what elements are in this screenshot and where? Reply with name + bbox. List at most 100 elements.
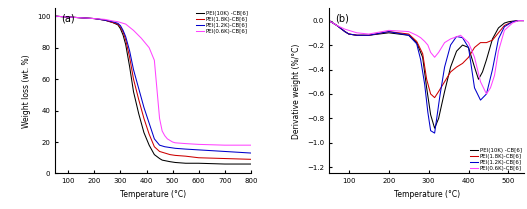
PEI(1.8K)-CB[6] xyxy=(65,16,72,18)
PEI(1.2K)-CB[6] xyxy=(447,44,454,46)
PEI(0.6K)-CB[6] xyxy=(417,36,424,39)
PEI(10K) -CB[6] xyxy=(346,33,352,35)
PEI(1.8K)-CB[6] xyxy=(442,80,448,83)
PEI(0.6K)-CB[6] xyxy=(435,51,442,54)
PEI(1.8K)-CB[6] xyxy=(515,19,522,22)
PEI(0.6K)-CB[6] xyxy=(495,50,502,52)
PEI(1.2K)-CB[6] xyxy=(477,99,484,101)
PEI(1.8K)-CB[6] xyxy=(419,52,426,55)
PEI(0.6K)-CB[6] xyxy=(78,17,84,19)
PEI(1.8K)-CB[6] xyxy=(366,34,372,37)
Text: (a): (a) xyxy=(61,13,75,23)
PEI(1.8K)-CB[6] xyxy=(354,34,360,37)
PEI(1.2K)-CB[6] xyxy=(65,16,72,18)
PEI(0.6K)-CB[6] xyxy=(169,141,175,143)
PEI(10K) -CB[6] xyxy=(91,17,97,20)
PEI(1.8K)-CB[6] xyxy=(427,93,434,95)
PEI(1.8K)-CB[6] xyxy=(424,78,430,80)
PEI(10K) -CB[6] xyxy=(102,19,108,21)
PEI(10K) -CB[6] xyxy=(424,87,430,89)
PEI(1.8K)-CB[6] xyxy=(172,154,178,157)
PEI(1.8K)-CB[6] xyxy=(465,56,472,59)
PEI(0.6K)-CB[6] xyxy=(120,22,126,24)
PEI(10K) -CB[6] xyxy=(480,71,486,73)
PEI(10K) -CB[6] xyxy=(435,117,442,120)
PEI(0.6K)-CB[6] xyxy=(354,32,360,34)
PEI(0.6K)-CB[6] xyxy=(477,80,484,83)
PEI(0.6K)-CB[6] xyxy=(326,19,332,22)
PEI(10K) -CB[6] xyxy=(442,90,448,93)
PEI(10K) -CB[6] xyxy=(515,19,522,22)
PEI(1.8K)-CB[6] xyxy=(196,157,202,159)
PEI(1.8K)-CB[6] xyxy=(78,17,84,19)
PEI(0.6K)-CB[6] xyxy=(483,93,490,95)
PEI(1.2K)-CB[6] xyxy=(495,38,502,40)
X-axis label: Temperature (°C): Temperature (°C) xyxy=(120,190,186,199)
PEI(1.2K)-CB[6] xyxy=(130,68,136,71)
PEI(1.2K)-CB[6] xyxy=(386,30,392,33)
PEI(1.2K)-CB[6] xyxy=(126,50,133,52)
Legend: PEI(10K) -CB[6], PEI(1.8K)-CB[6], PEI(1.2K)-CB[6], PEI(0.6K)-CB[6]: PEI(10K) -CB[6], PEI(1.8K)-CB[6], PEI(1.… xyxy=(470,148,522,171)
PEI(1.2K)-CB[6] xyxy=(465,46,472,49)
PEI(1.2K)-CB[6] xyxy=(78,17,84,19)
PEI(0.6K)-CB[6] xyxy=(501,29,508,32)
PEI(1.2K)-CB[6] xyxy=(515,19,522,22)
PEI(0.6K)-CB[6] xyxy=(386,29,392,32)
PEI(1.8K)-CB[6] xyxy=(521,19,527,22)
PEI(10K) -CB[6] xyxy=(182,162,189,164)
PEI(1.8K)-CB[6] xyxy=(334,24,340,27)
PEI(10K) -CB[6] xyxy=(386,32,392,34)
PEI(1.2K)-CB[6] xyxy=(151,138,158,140)
PEI(1.2K)-CB[6] xyxy=(122,35,129,38)
PEI(10K) -CB[6] xyxy=(146,144,152,147)
PEI(1.8K)-CB[6] xyxy=(167,153,173,156)
PEI(10K) -CB[6] xyxy=(118,28,124,30)
PEI(0.6K)-CB[6] xyxy=(457,34,464,37)
PEI(1.2K)-CB[6] xyxy=(141,106,147,109)
PEI(10K) -CB[6] xyxy=(489,38,495,40)
PEI(0.6K)-CB[6] xyxy=(110,20,116,22)
PEI(0.6K)-CB[6] xyxy=(422,40,428,43)
PEI(1.2K)-CB[6] xyxy=(182,148,189,150)
PEI(0.6K)-CB[6] xyxy=(521,19,527,22)
PEI(0.6K)-CB[6] xyxy=(509,22,515,24)
PEI(1.2K)-CB[6] xyxy=(115,22,121,24)
Line: PEI(1.2K)-CB[6]: PEI(1.2K)-CB[6] xyxy=(55,16,251,153)
PEI(0.6K)-CB[6] xyxy=(447,38,454,40)
PEI(1.8K)-CB[6] xyxy=(120,31,126,33)
PEI(1.2K)-CB[6] xyxy=(326,19,332,22)
PEI(1.2K)-CB[6] xyxy=(248,152,254,154)
PEI(1.2K)-CB[6] xyxy=(334,24,340,27)
PEI(10K) -CB[6] xyxy=(159,159,165,161)
PEI(10K) -CB[6] xyxy=(501,22,508,24)
PEI(10K) -CB[6] xyxy=(78,17,84,19)
PEI(10K) -CB[6] xyxy=(248,163,254,165)
PEI(1.2K)-CB[6] xyxy=(135,87,142,90)
PEI(1.8K)-CB[6] xyxy=(386,30,392,33)
PEI(1.2K)-CB[6] xyxy=(196,149,202,151)
PEI(1.2K)-CB[6] xyxy=(437,95,443,98)
PEI(1.8K)-CB[6] xyxy=(157,150,163,153)
PEI(1.2K)-CB[6] xyxy=(471,87,477,89)
PEI(1.8K)-CB[6] xyxy=(471,46,477,49)
PEI(0.6K)-CB[6] xyxy=(138,37,144,40)
PEI(1.8K)-CB[6] xyxy=(91,17,97,20)
PEI(10K) -CB[6] xyxy=(460,44,466,46)
PEI(10K) -CB[6] xyxy=(122,43,129,46)
PEI(1.2K)-CB[6] xyxy=(162,145,168,148)
PEI(10K) -CB[6] xyxy=(366,34,372,37)
PEI(10K) -CB[6] xyxy=(509,20,515,22)
PEI(1.2K)-CB[6] xyxy=(406,34,412,37)
PEI(10K) -CB[6] xyxy=(126,65,133,68)
PEI(1.8K)-CB[6] xyxy=(52,15,58,18)
PEI(1.2K)-CB[6] xyxy=(509,20,515,23)
PEI(0.6K)-CB[6] xyxy=(162,134,168,137)
PEI(0.6K)-CB[6] xyxy=(65,16,72,18)
PEI(1.8K)-CB[6] xyxy=(495,32,502,34)
PEI(0.6K)-CB[6] xyxy=(52,15,58,18)
PEI(0.6K)-CB[6] xyxy=(341,28,348,30)
PEI(0.6K)-CB[6] xyxy=(159,130,165,132)
PEI(0.6K)-CB[6] xyxy=(471,56,477,59)
PEI(10K) -CB[6] xyxy=(483,59,490,61)
PEI(10K) -CB[6] xyxy=(172,161,178,164)
